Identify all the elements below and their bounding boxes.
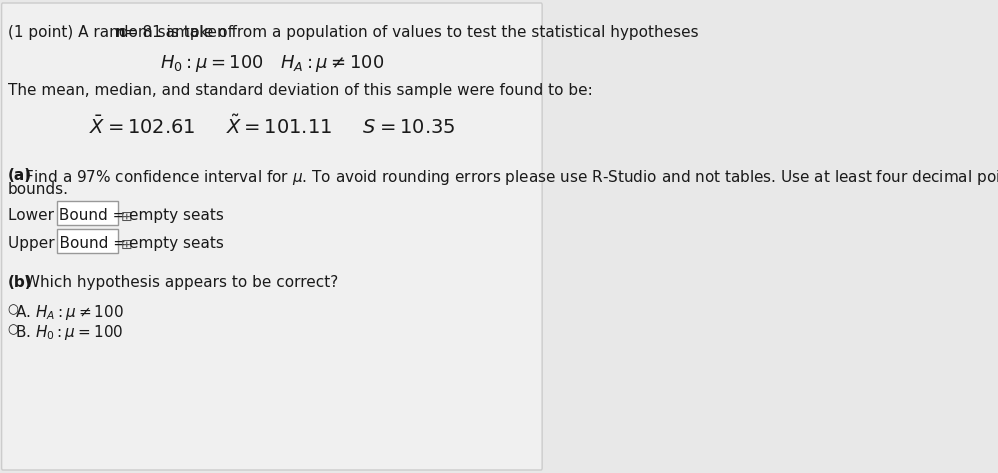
Text: ⊞: ⊞ <box>121 238 133 252</box>
Text: bounds.: bounds. <box>8 182 69 197</box>
Text: $H_0 : \mu = 100$   $H_A : \mu \neq 100$: $H_0 : \mu = 100$ $H_A : \mu \neq 100$ <box>160 53 384 74</box>
Text: Which hypothesis appears to be correct?: Which hypothesis appears to be correct? <box>20 275 338 290</box>
Text: ⊞: ⊞ <box>121 210 133 224</box>
Text: empty seats: empty seats <box>129 208 224 223</box>
Text: A. $H_A : \mu \neq 100$: A. $H_A : \mu \neq 100$ <box>15 303 124 322</box>
Text: = 81 is taken from a population of values to test the statistical hypotheses: = 81 is taken from a population of value… <box>121 25 699 40</box>
Text: empty seats: empty seats <box>129 236 224 251</box>
FancyBboxPatch shape <box>57 229 118 253</box>
Text: ○: ○ <box>8 323 19 336</box>
Text: Upper Bound =: Upper Bound = <box>8 236 131 251</box>
Text: Lower Bound =: Lower Bound = <box>8 208 130 223</box>
Text: (a): (a) <box>8 168 32 183</box>
Text: Find a 97% confidence interval for $\mu$. To avoid rounding errors please use R-: Find a 97% confidence interval for $\mu$… <box>20 168 998 187</box>
Text: $\mathbf{n}$: $\mathbf{n}$ <box>114 25 126 40</box>
FancyBboxPatch shape <box>57 201 118 225</box>
Text: The mean, median, and standard deviation of this sample were found to be:: The mean, median, and standard deviation… <box>8 83 593 98</box>
Text: ○: ○ <box>8 303 19 316</box>
FancyBboxPatch shape <box>2 3 542 470</box>
Text: B. $H_0 : \mu = 100$: B. $H_0 : \mu = 100$ <box>15 323 124 342</box>
Text: $\bar{X} = 102.61$     $\tilde{X} = 101.11$     $S = 10.35$: $\bar{X} = 102.61$ $\tilde{X} = 101.11$ … <box>89 115 455 138</box>
Text: (1 point) A random sample of: (1 point) A random sample of <box>8 25 238 40</box>
Text: (b): (b) <box>8 275 32 290</box>
